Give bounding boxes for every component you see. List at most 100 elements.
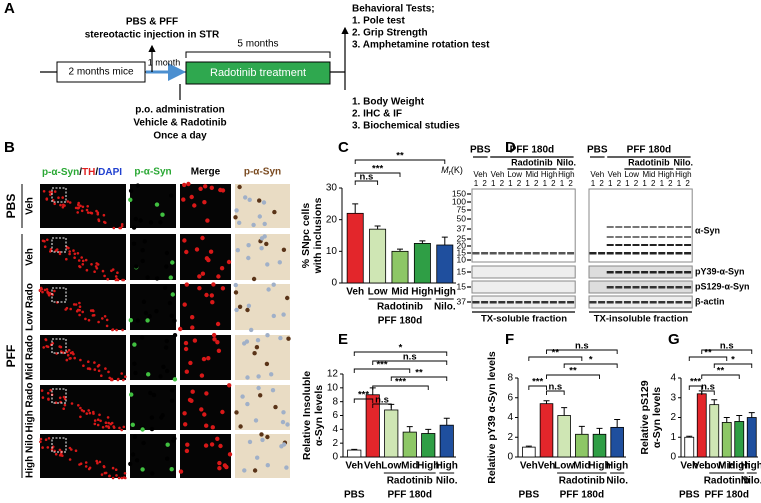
cell xyxy=(65,358,69,362)
cell xyxy=(262,221,267,227)
band xyxy=(623,226,631,228)
micrograph xyxy=(130,434,176,478)
bar xyxy=(384,409,399,458)
cell xyxy=(269,372,274,377)
group-label: Radotinib xyxy=(387,476,433,487)
micrograph xyxy=(130,284,176,330)
band xyxy=(506,252,514,255)
cell xyxy=(271,282,276,287)
cell xyxy=(238,424,243,429)
micrograph xyxy=(130,385,176,430)
endpoint: 2. IHC & IF xyxy=(352,109,402,120)
bar xyxy=(346,212,364,284)
bar xyxy=(746,417,757,458)
significance-label: n.s xyxy=(575,341,589,352)
y-tick-label: 4 xyxy=(332,424,338,435)
cell xyxy=(164,264,169,269)
cell xyxy=(58,448,62,452)
cell xyxy=(84,465,88,468)
marker-label: 15 xyxy=(457,281,467,291)
bar xyxy=(391,250,409,284)
cell xyxy=(245,307,250,313)
inset-box xyxy=(51,187,67,203)
cell xyxy=(253,418,259,423)
cell xyxy=(59,203,62,207)
lane-number: 2 xyxy=(482,179,487,188)
band xyxy=(615,271,623,274)
cell xyxy=(122,378,125,382)
x-tick-label: Veh xyxy=(345,461,363,472)
cell xyxy=(147,314,152,319)
cell xyxy=(184,369,189,374)
micrograph xyxy=(235,385,290,430)
group-label: PFF 180d xyxy=(705,490,749,501)
band xyxy=(541,252,549,255)
cell xyxy=(97,320,100,324)
cell xyxy=(234,307,239,313)
band xyxy=(615,244,623,246)
significance-label: *** xyxy=(395,377,406,388)
cell xyxy=(41,290,44,294)
band xyxy=(524,301,532,304)
cell xyxy=(209,293,214,298)
column-header-part: / xyxy=(79,167,82,178)
cell xyxy=(240,394,245,399)
error-bar xyxy=(736,415,743,422)
band xyxy=(623,301,631,304)
band xyxy=(567,301,575,304)
cell xyxy=(211,282,216,287)
cell xyxy=(192,338,198,343)
lane-number: 2 xyxy=(685,179,690,188)
cell xyxy=(210,300,215,305)
cell xyxy=(227,452,233,457)
cell xyxy=(88,367,91,370)
band xyxy=(684,286,692,289)
cell xyxy=(68,201,72,204)
cell xyxy=(97,363,101,367)
endpoint: 1. Body Weight xyxy=(352,97,425,108)
x-tick-label: High xyxy=(417,461,439,472)
cell xyxy=(76,252,80,255)
cell xyxy=(243,195,248,200)
cell xyxy=(77,404,80,407)
cell xyxy=(46,446,50,449)
cell xyxy=(258,393,263,398)
cell xyxy=(87,318,91,322)
cell xyxy=(63,403,67,407)
significance-bracket xyxy=(701,390,715,395)
mr-part: (K) xyxy=(451,165,463,175)
significance-bracket xyxy=(546,374,600,379)
inset-box xyxy=(51,437,67,453)
error-bar xyxy=(374,225,381,230)
cell xyxy=(100,473,104,476)
band xyxy=(658,301,666,304)
cell xyxy=(168,275,173,280)
bar xyxy=(734,421,745,458)
y-tick-label: 6 xyxy=(332,410,338,421)
injection-text: PBS & PFF xyxy=(126,17,178,28)
micrograph xyxy=(40,434,126,478)
cell xyxy=(41,446,44,449)
administration-text: p.o. administration xyxy=(135,105,224,116)
cell xyxy=(106,277,109,281)
cell xyxy=(54,452,58,456)
x-tick-label: Low xyxy=(381,461,401,472)
band xyxy=(606,271,614,274)
band xyxy=(675,244,683,246)
cell xyxy=(170,292,175,297)
cell xyxy=(78,265,82,269)
error-bar xyxy=(748,412,755,418)
cell xyxy=(178,469,184,474)
cell xyxy=(97,219,101,223)
cell xyxy=(154,202,160,207)
cell xyxy=(115,328,118,332)
cell xyxy=(132,434,138,439)
cell xyxy=(108,474,111,478)
cell xyxy=(134,458,140,463)
cell xyxy=(220,409,225,415)
significance-label: * xyxy=(399,343,403,354)
cell xyxy=(85,412,89,415)
micrograph xyxy=(235,184,290,228)
cell xyxy=(118,426,121,430)
y-tick-label: 0 xyxy=(507,452,513,463)
